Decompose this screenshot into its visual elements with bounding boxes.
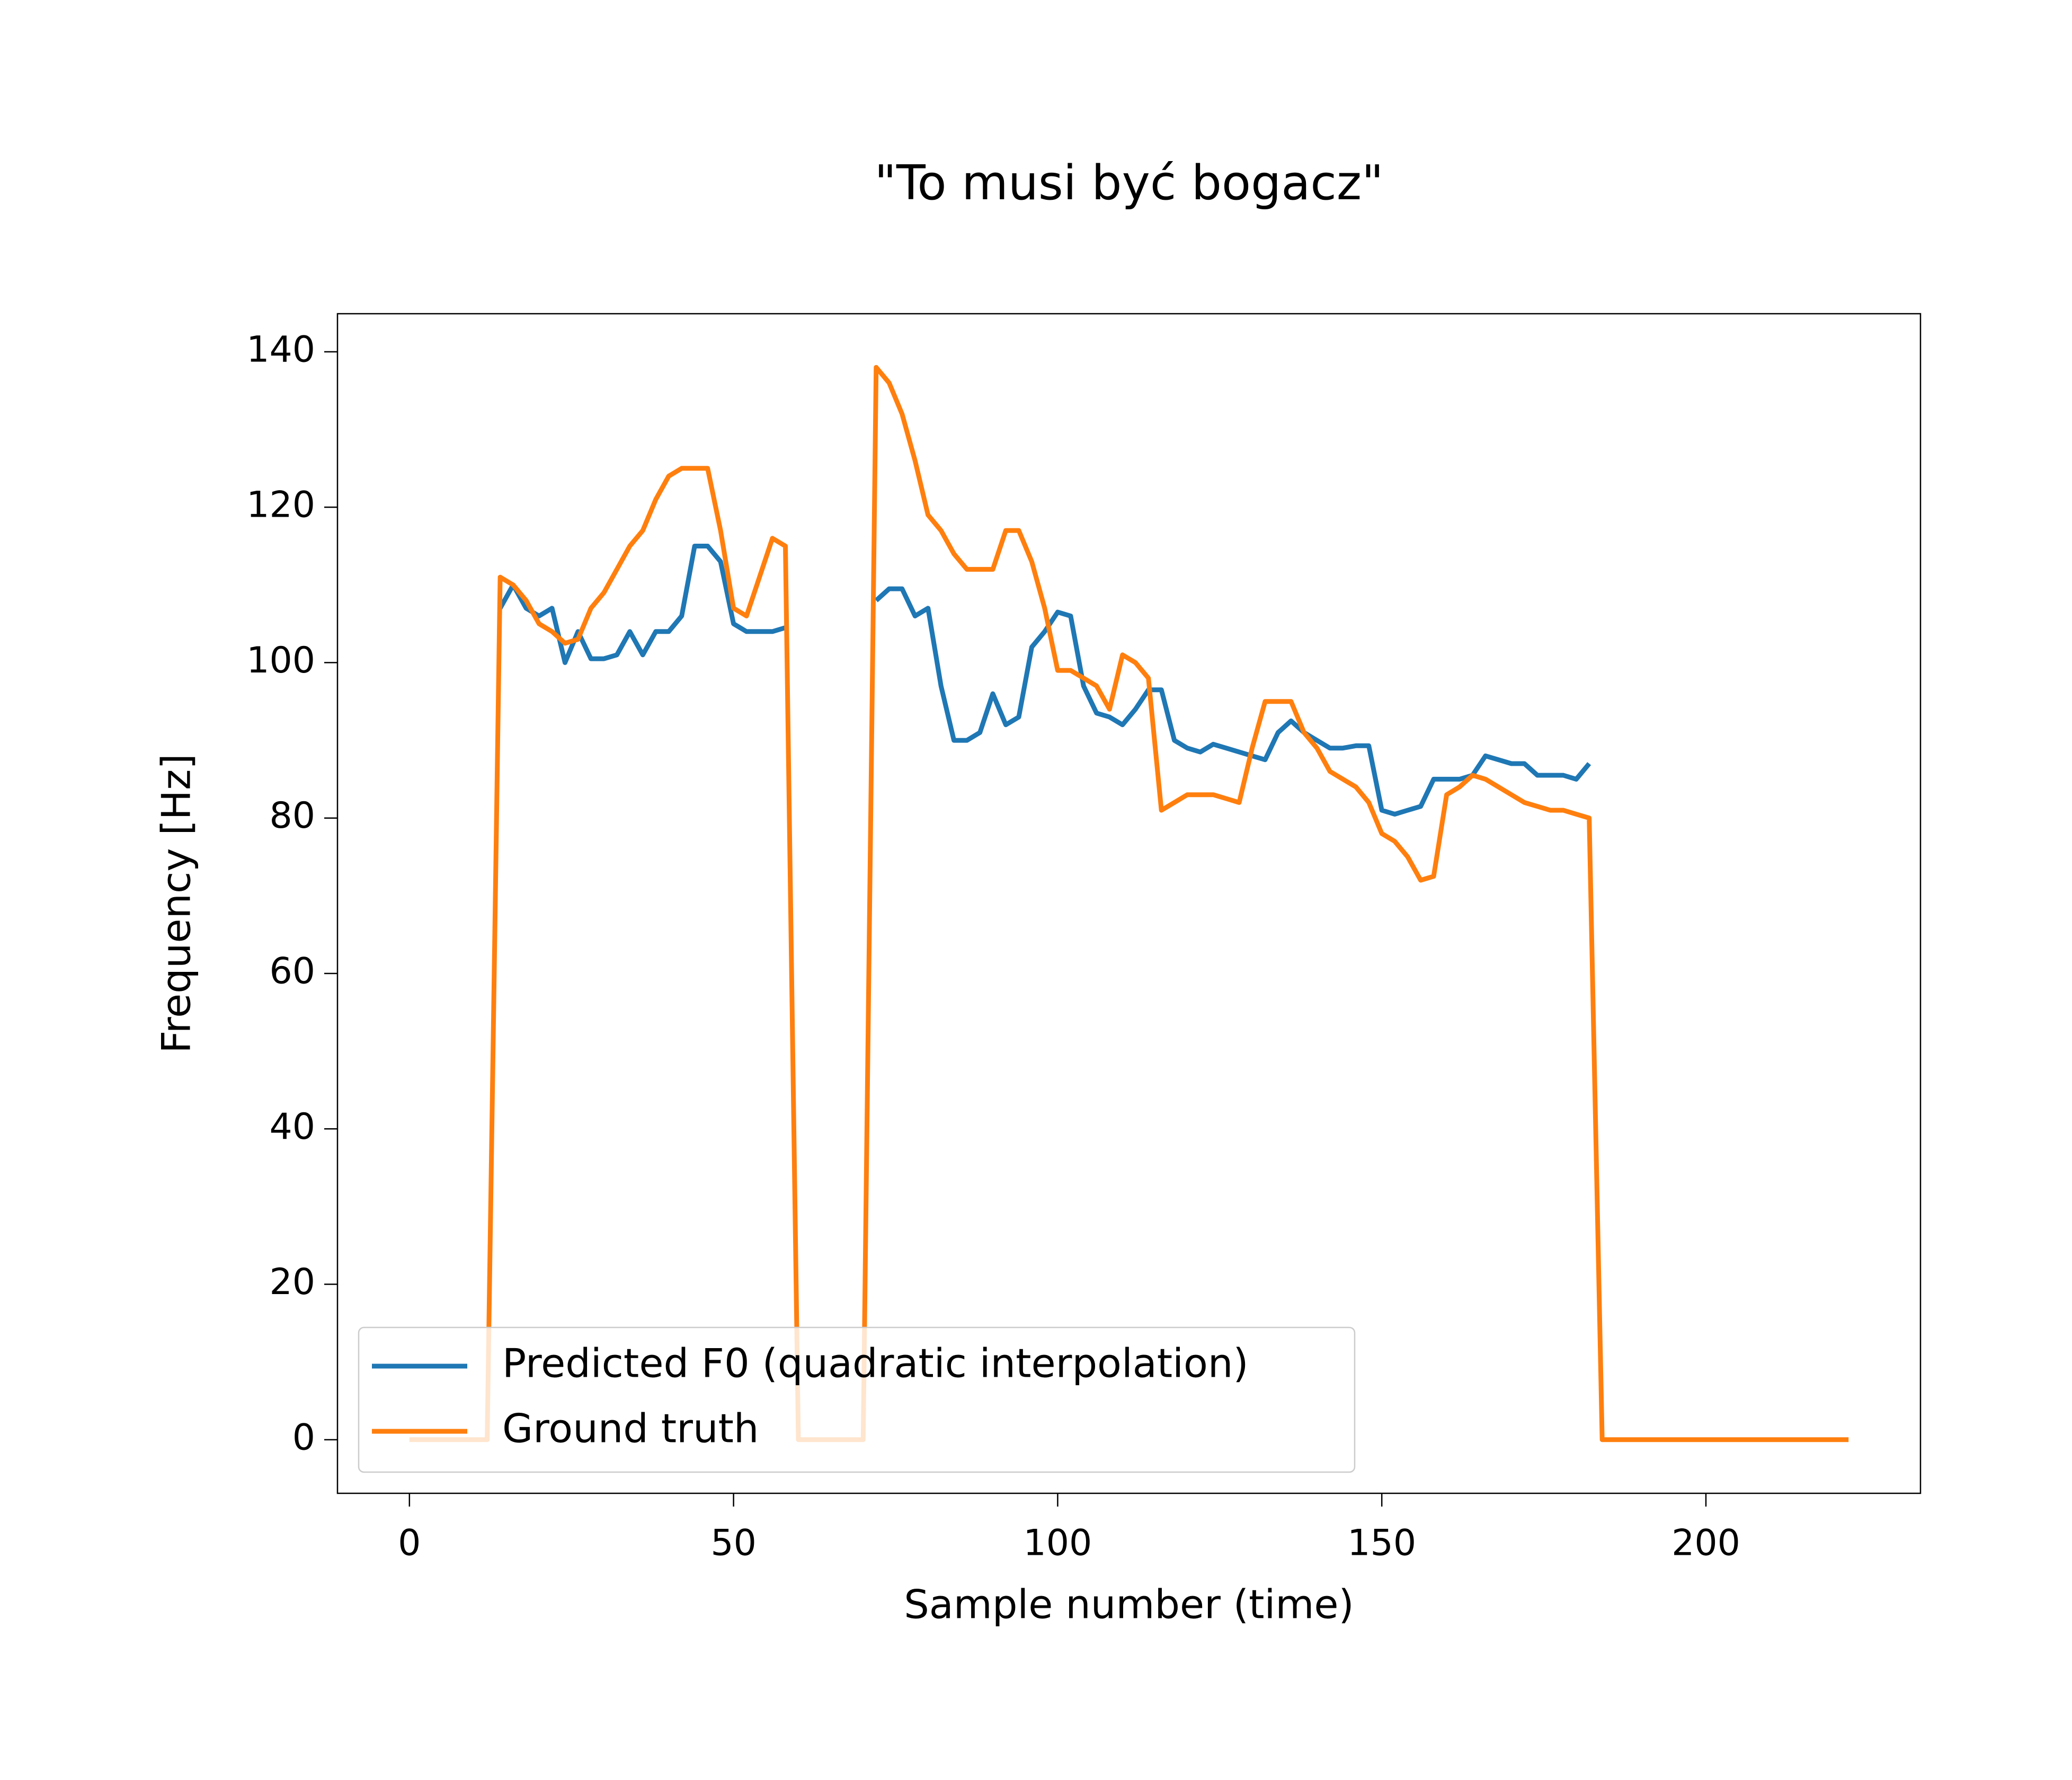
y-tick-label: 20: [269, 1261, 315, 1303]
y-tick-label: 80: [269, 795, 315, 837]
x-axis-label: Sample number (time): [904, 1581, 1354, 1628]
chart-title: "To musi być bogacz": [874, 155, 1383, 211]
legend-label: Ground truth: [502, 1405, 759, 1452]
y-tick-label: 0: [292, 1416, 315, 1458]
x-tick-label: 100: [1024, 1522, 1092, 1564]
x-tick-label: 0: [398, 1522, 421, 1564]
x-tick-label: 50: [710, 1522, 757, 1564]
data-line: [498, 544, 1591, 817]
legend-box: [358, 1326, 1356, 1473]
y-tick-label: 60: [269, 951, 315, 993]
y-axis-label: Frequency [Hz]: [153, 754, 200, 1053]
y-tick-label: 140: [246, 329, 315, 370]
y-tick-label: 120: [246, 484, 315, 526]
y-tick-label: 40: [269, 1106, 315, 1148]
legend-label: Predicted F0 (quadratic interpolation): [502, 1340, 1249, 1387]
plot-frame: [336, 313, 1922, 1494]
x-tick-label: 200: [1671, 1522, 1740, 1564]
x-tick-label: 150: [1347, 1522, 1416, 1564]
data-line: [409, 365, 1849, 1442]
y-tick-label: 100: [246, 640, 315, 681]
